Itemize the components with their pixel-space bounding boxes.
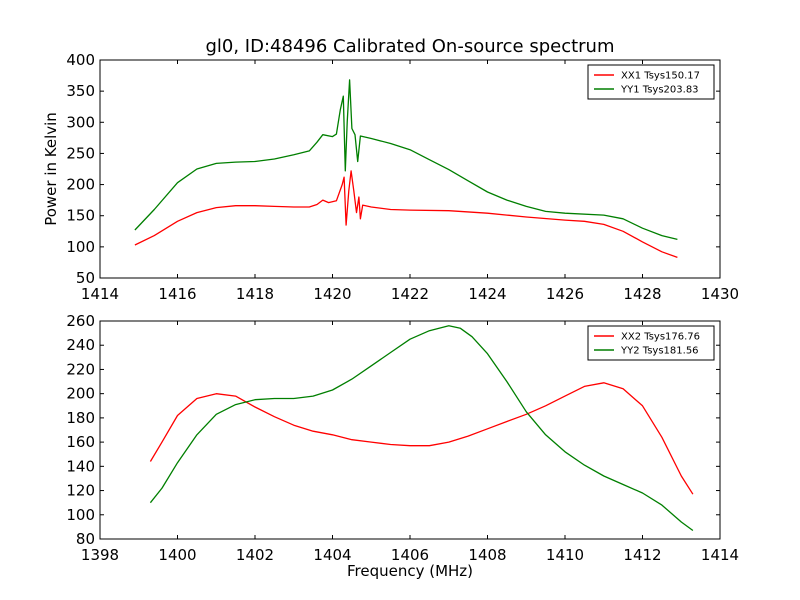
y-tick-label: 400: [66, 51, 95, 69]
y-tick-label: 160: [66, 433, 95, 451]
x-tick-label: 1414: [701, 546, 739, 564]
series-line-1: [134, 170, 678, 259]
plot-1: 1414 1416 1418 1420 1422 1424 1426 1428 1430 50 10…: [42, 51, 739, 303]
x-tick-label: 1404: [313, 546, 351, 564]
y-tick-label: 180: [66, 409, 95, 427]
x-tick-label: 1428: [623, 285, 661, 303]
x-tick-label: 1410: [546, 546, 584, 564]
legend-label: YY1 Tsys203.83: [620, 85, 699, 96]
series-line-1: [149, 382, 694, 495]
legend-box: [587, 325, 715, 361]
x-tick-label: 1402: [236, 546, 274, 564]
y-tick-label: 50: [76, 269, 95, 287]
y-tick-label: 100: [66, 506, 95, 524]
series-line-2: [149, 325, 694, 532]
y-tick-label: 140: [66, 457, 95, 475]
y-tick-label: 240: [66, 336, 95, 354]
x-tick-label: 1420: [313, 285, 351, 303]
y-tick-label: 220: [66, 360, 95, 378]
y-axis-label: Power in Kelvin: [42, 112, 60, 226]
x-tick-label: 1426: [546, 285, 584, 303]
legend: XX2 Tsys176.76 YY2 Tsys181.56: [587, 325, 715, 361]
y-tick-label: 150: [66, 207, 95, 225]
x-tick-label: 1412: [623, 546, 661, 564]
x-tick-label: 1414: [81, 285, 119, 303]
legend-label: YY2 Tsys181.56: [620, 346, 699, 357]
x-tick-label: 1430: [701, 285, 739, 303]
y-tick-label: 260: [66, 312, 95, 330]
legend-box: [587, 64, 715, 100]
x-tick-label: 1418: [236, 285, 274, 303]
x-axis-label: Frequency (MHz): [347, 562, 473, 580]
x-tick-label: 1398: [81, 546, 119, 564]
legend: XX1 Tsys150.17 YY1 Tsys203.83: [587, 64, 715, 100]
x-tick-label: 1422: [391, 285, 429, 303]
x-tick-label: 1416: [158, 285, 196, 303]
y-tick-label: 200: [66, 176, 95, 194]
y-tick-label: 120: [66, 482, 95, 500]
legend-label: XX2 Tsys176.76: [621, 332, 700, 343]
y-tick-label: 100: [66, 238, 95, 256]
y-tick-label: 80: [76, 530, 95, 548]
y-tick-label: 250: [66, 144, 95, 162]
figure-title: gl0, ID:48496 Calibrated On-source spect…: [205, 36, 614, 57]
x-tick-label: 1424: [468, 285, 506, 303]
y-tick-label: 300: [66, 113, 95, 131]
x-tick-label: 1400: [158, 546, 196, 564]
y-tick-label: 200: [66, 385, 95, 403]
legend-label: XX1 Tsys150.17: [621, 71, 700, 82]
plot-2: 1398 1400 1402 1404 1406 1408 1410 1412 1414 80 10…: [66, 312, 739, 580]
series-line-2: [134, 79, 678, 241]
y-tick-label: 350: [66, 82, 95, 100]
x-tick-label: 1408: [468, 546, 506, 564]
x-tick-label: 1406: [391, 546, 429, 564]
